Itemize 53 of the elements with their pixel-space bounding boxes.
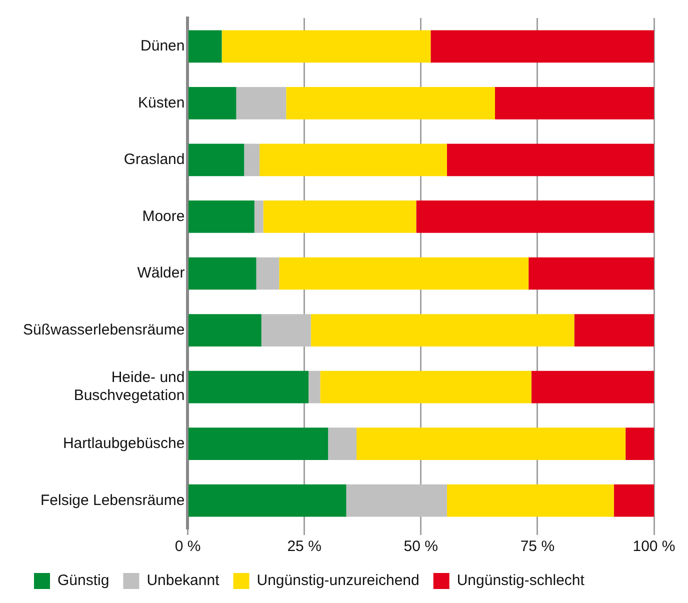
bar	[446, 484, 614, 517]
bar	[495, 86, 654, 120]
bar	[188, 86, 236, 120]
bar	[188, 257, 256, 290]
y-tick-label: Hartlaubgebüsche	[62, 434, 185, 452]
legend-label: Ungünstig-unzureichend	[256, 572, 420, 590]
x-tick-label: 50 %	[404, 538, 438, 556]
y-tick-label: Küsten	[138, 94, 185, 112]
y-tick-label: Dünen	[140, 38, 185, 55]
bar	[308, 370, 320, 404]
x-tick-label: 75 %	[520, 538, 555, 556]
bar	[531, 370, 654, 404]
bar	[356, 428, 626, 460]
legend-label: Ungünstig-schlecht	[456, 572, 586, 590]
bar	[188, 30, 222, 63]
bar	[310, 314, 574, 346]
bar	[446, 144, 654, 176]
bar	[244, 144, 260, 176]
bar	[279, 257, 529, 290]
bar	[260, 144, 447, 176]
bar	[320, 370, 532, 404]
bar	[188, 314, 262, 346]
y-tick-label: Süßwasserlebensräume	[22, 321, 185, 338]
x-tick-label: 0 %	[174, 538, 201, 556]
bar	[263, 200, 416, 233]
bar	[256, 257, 280, 290]
bar	[188, 370, 308, 404]
bar	[222, 30, 431, 63]
bar	[574, 314, 654, 346]
y-tick-label: Felsige Lebensräume	[40, 492, 185, 509]
bar	[254, 200, 264, 233]
y-tick-label: Grasland	[124, 151, 185, 168]
bar	[261, 314, 311, 346]
bar	[626, 428, 654, 460]
bar	[188, 484, 346, 517]
legend-label: Günstig	[58, 572, 110, 590]
bar	[528, 257, 654, 290]
bar	[614, 484, 654, 517]
y-tick-label: Heide- und Buschvegetation	[74, 369, 185, 404]
y-tick-label: Moore	[142, 208, 185, 225]
bar	[430, 30, 654, 63]
x-tick-label: 100 %	[632, 538, 676, 556]
bar	[416, 200, 654, 233]
x-tick-label: 25 %	[287, 538, 322, 556]
bar	[286, 86, 496, 120]
bar	[188, 428, 328, 460]
legend-label: Unbekannt	[146, 572, 220, 590]
bar	[188, 144, 244, 176]
bar	[346, 484, 447, 517]
bar	[188, 200, 254, 233]
bar	[328, 428, 357, 460]
bar	[236, 86, 286, 120]
y-tick-label: Wälder	[137, 264, 185, 282]
